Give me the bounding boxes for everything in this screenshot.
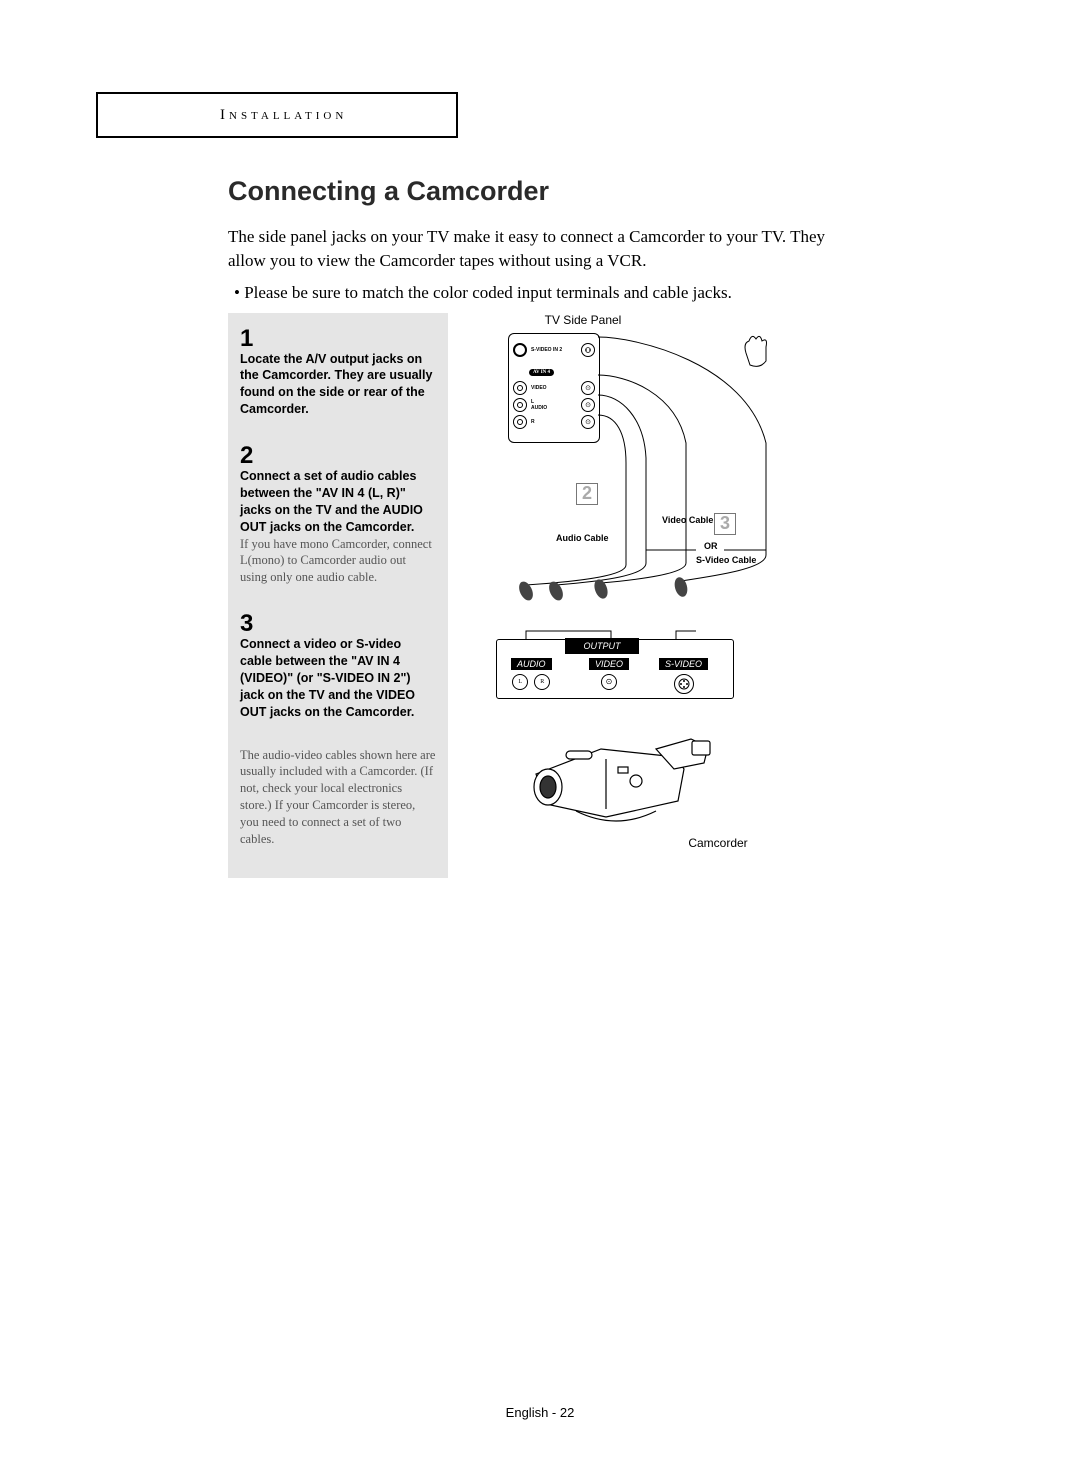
step-1: 1 Locate the A/V output jacks on the Cam…: [240, 327, 436, 419]
section-header-tab: Installation: [96, 92, 458, 138]
callout-2: 2: [576, 483, 598, 505]
step-2: 2 Connect a set of audio cables between …: [240, 444, 436, 586]
step-bold: Connect a video or S-video cable between…: [240, 636, 436, 720]
steps-column: 1 Locate the A/V output jacks on the Cam…: [228, 313, 448, 878]
diagram-column: TV Side Panel S-VIDEO IN 2 AV IN 4 VIDEO…: [466, 313, 860, 878]
step-number: 2: [240, 444, 436, 468]
step-number: 1: [240, 327, 436, 351]
step-body: If you have mono Camcorder, connect L(mo…: [240, 536, 436, 587]
cables-svg: [466, 323, 846, 603]
video-out-label: VIDEO: [589, 658, 629, 670]
bullet-note: • Please be sure to match the color code…: [234, 283, 860, 303]
audio-cable-label: Audio Cable: [556, 533, 609, 543]
camcorder-illustration: Camcorder: [466, 719, 860, 850]
step-3: 3 Connect a video or S-video cable betwe…: [240, 612, 436, 720]
callout-3: 3: [714, 513, 736, 535]
section-header-text: Installation: [220, 107, 347, 124]
camcorder-output-panel: OUTPUT AUDIO L R VIDEO ⊙ S-VIDEO: [466, 639, 860, 699]
intro-paragraph: The side panel jacks on your TV make it …: [228, 225, 860, 273]
audio-l-out: L: [512, 674, 528, 690]
wiring-diagram: 2 3 Audio Cable Video Cable OR S-Video C…: [466, 443, 860, 633]
step-bold: Locate the A/V output jacks on the Camco…: [240, 351, 436, 419]
bracket-lines: [496, 627, 756, 641]
step-bold: Connect a set of audio cables between th…: [240, 468, 436, 536]
page-title: Connecting a Camcorder: [228, 176, 860, 207]
main-content: Connecting a Camcorder The side panel ja…: [228, 176, 860, 878]
svideo-out-label: S-VIDEO: [659, 658, 708, 670]
step-number: 3: [240, 612, 436, 636]
note-paragraph: The audio-video cables shown here are us…: [240, 747, 436, 848]
camcorder-caption: Camcorder: [576, 836, 860, 850]
page-footer: English - 22: [0, 1405, 1080, 1420]
video-out: ⊙: [601, 674, 617, 690]
video-cable-label: Video Cable: [662, 515, 713, 525]
svideo-cable-label: S-Video Cable: [696, 555, 756, 565]
audio-r-out: R: [534, 674, 550, 690]
audio-out-label: AUDIO: [511, 658, 552, 670]
svideo-out: [674, 674, 694, 694]
main-row: 1 Locate the A/V output jacks on the Cam…: [228, 313, 860, 878]
